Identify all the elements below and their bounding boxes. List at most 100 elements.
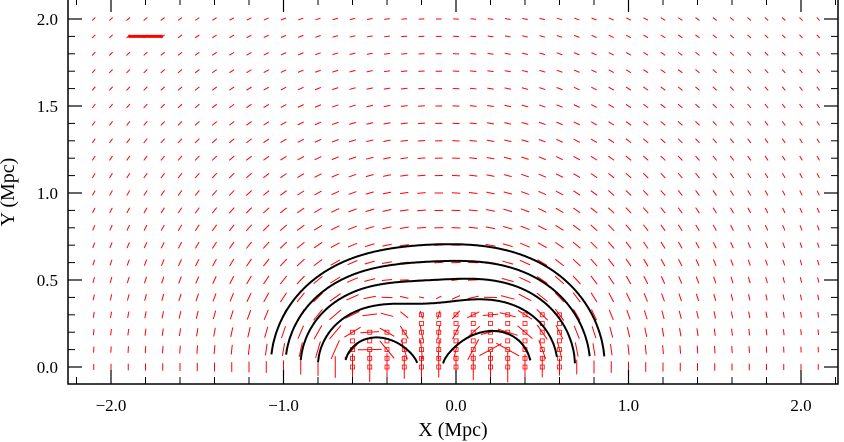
shear-stick [348, 173, 357, 178]
shear-stick [399, 325, 409, 339]
shear-stick [747, 103, 752, 109]
mass-contour [442, 329, 532, 364]
shear-stick [279, 258, 288, 267]
point-marker [367, 329, 373, 335]
shear-stick [817, 277, 820, 283]
shear-stick [486, 209, 495, 212]
shear-stick [91, 51, 96, 56]
shear-stick [695, 121, 700, 126]
shear-stick [313, 224, 323, 231]
shear-stick [590, 292, 598, 303]
shear-stick [573, 138, 581, 143]
shear-stick [499, 312, 516, 318]
shear-stick [160, 69, 166, 74]
shear-stick [143, 86, 148, 91]
shear-stick [642, 155, 649, 161]
shear-stick [573, 308, 581, 321]
shear-stick [109, 259, 113, 266]
shear-stick [625, 224, 632, 232]
shear-stick [538, 173, 547, 178]
shear-stick [313, 292, 323, 303]
shear-stick [297, 207, 305, 214]
shear-stick [555, 241, 564, 249]
shear-stick [177, 138, 183, 144]
point-marker [350, 355, 355, 361]
shear-stick [677, 103, 683, 109]
shear-stick [643, 103, 649, 109]
shear-stick [399, 295, 409, 299]
shear-stick [536, 324, 548, 340]
shear-stick [781, 155, 786, 161]
shear-stick [331, 139, 339, 143]
shear-stick [799, 155, 803, 161]
point-markers [350, 312, 562, 370]
shear-stick [504, 52, 511, 55]
shear-stick [177, 241, 183, 249]
shear-stick [537, 259, 548, 266]
shear-stick [660, 172, 666, 179]
shear-stick [348, 139, 357, 143]
shear-stick [608, 309, 614, 321]
point-marker [453, 355, 459, 361]
shear-stick [280, 52, 287, 56]
shear-stick [196, 345, 199, 354]
shear-stick [365, 208, 375, 213]
shear-stick [213, 327, 216, 337]
shear-stick [263, 34, 269, 39]
shear-stick [781, 121, 786, 126]
shear-stick [487, 18, 494, 20]
shear-stick [160, 51, 165, 56]
point-marker [522, 312, 528, 318]
point-marker [522, 338, 528, 344]
shear-stick [178, 310, 182, 319]
shear-stick [520, 225, 530, 231]
shear-stick [212, 34, 217, 39]
shear-stick [468, 209, 478, 212]
mass-contour [317, 298, 558, 363]
shear-stick [331, 208, 340, 213]
shear-stick [467, 295, 479, 300]
shear-stick [247, 344, 251, 355]
shear-stick [747, 172, 752, 179]
shear-stick [399, 244, 409, 247]
shear-stick [228, 207, 235, 214]
point-marker [453, 329, 459, 335]
point-marker [557, 347, 562, 353]
shear-stick [382, 174, 392, 177]
shear-stick [297, 155, 305, 161]
y-tick-label: 0.5 [37, 271, 58, 290]
shear-stick [92, 190, 96, 196]
shear-stick [280, 34, 287, 38]
shear-stick [556, 87, 563, 91]
shear-stick [365, 174, 374, 178]
shear-stick [346, 294, 359, 301]
shear-stick [400, 122, 408, 125]
point-marker [470, 338, 476, 344]
shear-stick [246, 275, 252, 285]
shear-stick [747, 259, 751, 266]
point-marker [522, 364, 528, 370]
shear-stick [246, 103, 252, 109]
shear-stick [109, 138, 113, 144]
shear-stick [280, 104, 287, 108]
y-tick-label: 0.0 [37, 358, 58, 377]
point-marker [539, 338, 545, 344]
shear-stick [280, 121, 287, 126]
shear-stick [729, 51, 735, 56]
shear-stick [677, 207, 683, 214]
shear-stick [609, 326, 614, 338]
shear-stick [127, 311, 130, 319]
point-marker [367, 338, 373, 344]
shear-stick [816, 242, 820, 248]
point-marker [470, 312, 476, 318]
shear-stick [401, 70, 408, 73]
shear-stick [608, 138, 615, 144]
shear-stick [712, 172, 717, 179]
shear-stick [660, 103, 666, 109]
shear-stick [573, 104, 580, 108]
shear-stick [521, 104, 529, 108]
shear-stick [246, 69, 252, 74]
shear-stick [782, 329, 785, 336]
shear-stick [315, 35, 321, 38]
shear-stick [730, 259, 734, 266]
